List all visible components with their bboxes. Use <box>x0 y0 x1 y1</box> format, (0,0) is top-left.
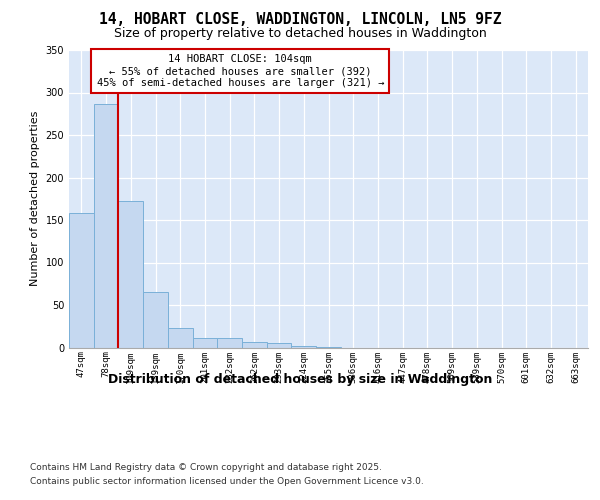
Bar <box>143 292 168 348</box>
Bar <box>242 342 267 347</box>
Y-axis label: Number of detached properties: Number of detached properties <box>30 111 40 286</box>
Text: Contains public sector information licensed under the Open Government Licence v3: Contains public sector information licen… <box>30 478 424 486</box>
Bar <box>69 213 94 348</box>
Bar <box>168 328 193 347</box>
Bar <box>267 343 292 347</box>
Text: Size of property relative to detached houses in Waddington: Size of property relative to detached ho… <box>113 28 487 40</box>
Bar <box>94 104 118 348</box>
Bar <box>217 338 242 347</box>
Text: 14 HOBART CLOSE: 104sqm
← 55% of detached houses are smaller (392)
45% of semi-d: 14 HOBART CLOSE: 104sqm ← 55% of detache… <box>97 54 384 88</box>
Text: Distribution of detached houses by size in Waddington: Distribution of detached houses by size … <box>108 372 492 386</box>
Text: Contains HM Land Registry data © Crown copyright and database right 2025.: Contains HM Land Registry data © Crown c… <box>30 462 382 471</box>
Bar <box>193 338 217 347</box>
Bar <box>118 202 143 348</box>
Bar <box>316 346 341 348</box>
Bar <box>292 346 316 348</box>
Text: 14, HOBART CLOSE, WADDINGTON, LINCOLN, LN5 9FZ: 14, HOBART CLOSE, WADDINGTON, LINCOLN, L… <box>99 12 501 28</box>
